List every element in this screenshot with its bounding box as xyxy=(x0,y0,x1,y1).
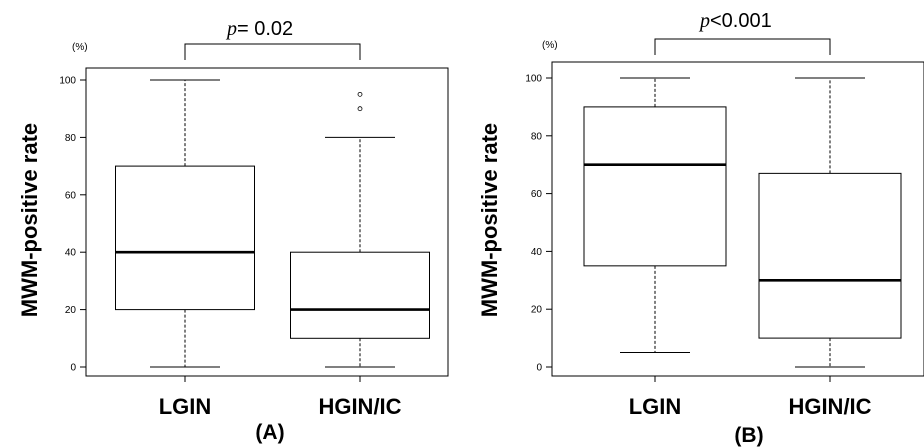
y-tick-label: 0 xyxy=(536,363,542,374)
p-symbol: p xyxy=(700,10,710,32)
y-tick-label: 40 xyxy=(65,248,77,259)
plot-frame xyxy=(551,61,924,377)
y-tick-label: 0 xyxy=(70,363,76,374)
panel-label-a: (A) xyxy=(255,421,285,444)
panel-a: MWM-positive rate (%) p= 0.02 0 20 40 60 80 1… xyxy=(17,18,449,444)
p-value-label: p= 0.02 xyxy=(227,18,293,41)
box-iqr xyxy=(758,172,902,339)
y-tick-label: 60 xyxy=(531,189,543,200)
p-value-text: = 0.02 xyxy=(237,18,294,40)
y-unit-label: (%) xyxy=(72,42,88,53)
y-tick-label: 80 xyxy=(65,133,77,144)
box-plot-b: 0 20 40 60 80 100 xyxy=(525,38,924,382)
y-tick-label: 80 xyxy=(531,131,543,142)
y-tick-label: 100 xyxy=(525,74,542,85)
y-tick-label: 40 xyxy=(531,247,543,258)
x-category-label-hgin: HGIN/IC xyxy=(788,394,872,419)
y-tick-label: 20 xyxy=(531,305,543,316)
panel-b: MWM-positive rate (%) p<0.001 0 20 40 60 80 1… xyxy=(470,0,924,448)
p-value-label: p<0.001 xyxy=(700,10,772,33)
plot-frame xyxy=(85,67,449,377)
outlier-point xyxy=(357,106,363,112)
y-tick-label: 20 xyxy=(65,305,77,316)
box-iqr xyxy=(290,251,430,339)
y-unit-label: (%) xyxy=(542,40,558,51)
box-plot-a: 0 20 40 60 80 100 xyxy=(59,43,449,382)
significance-bracket xyxy=(184,43,361,60)
x-category-label-lgin: LGIN xyxy=(158,394,212,419)
y-tick-label: 100 xyxy=(59,76,76,87)
box-iqr xyxy=(115,165,255,311)
box-iqr xyxy=(583,106,727,267)
x-category-label-lgin: LGIN xyxy=(628,394,682,419)
panel-label-b: (B) xyxy=(734,424,764,447)
p-symbol: p xyxy=(227,18,237,40)
y-tick-label: 60 xyxy=(65,190,77,201)
outlier-point xyxy=(357,91,363,97)
p-value-text: <0.001 xyxy=(710,10,772,32)
significance-bracket xyxy=(654,38,831,55)
x-category-label-hgin: HGIN/IC xyxy=(318,394,402,419)
